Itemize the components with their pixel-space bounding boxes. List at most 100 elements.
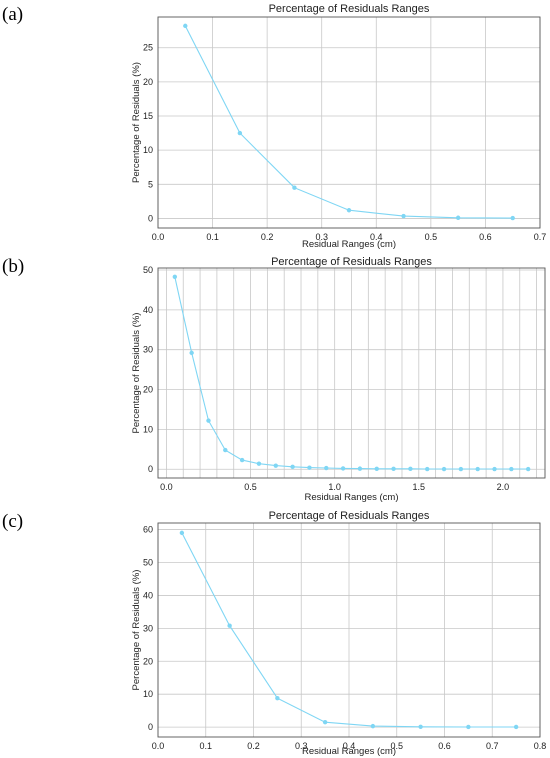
data-point bbox=[466, 724, 471, 730]
chart-b: 0.0 0.5 1.0 1.5 2.0 0 10 20 30 40 50 Percentage of … bbox=[131, 256, 546, 503]
data-point bbox=[357, 466, 363, 471]
x-tick-label: 0.7 bbox=[486, 741, 499, 751]
data-point bbox=[455, 215, 461, 220]
data-point bbox=[475, 466, 480, 472]
x-axis-label: Residual Ranges (cm) bbox=[305, 492, 399, 503]
y-axis-label: Percentage of Residuals (%) bbox=[131, 62, 142, 183]
data-point bbox=[509, 466, 514, 472]
y-tick-label: 15 bbox=[143, 111, 153, 121]
data-point bbox=[239, 457, 245, 463]
data-point bbox=[324, 465, 329, 471]
x-tick-label: 1.5 bbox=[413, 482, 426, 492]
x-tick-label: 0.4 bbox=[343, 741, 356, 751]
x-tick-label: 0.8 bbox=[534, 741, 547, 751]
y-tick-label: 20 bbox=[143, 656, 153, 666]
x-tick-label: 2.0 bbox=[497, 482, 510, 492]
plot-frame bbox=[157, 16, 541, 229]
data-point bbox=[183, 23, 188, 29]
data-point bbox=[458, 466, 464, 472]
data-point bbox=[510, 215, 515, 221]
data-point bbox=[401, 213, 406, 219]
x-tick-label: 0.3 bbox=[315, 232, 328, 242]
data-point bbox=[307, 465, 312, 470]
y-tick-label: 5 bbox=[148, 179, 153, 189]
data-point bbox=[290, 464, 295, 470]
x-tick-label: 0.0 bbox=[160, 482, 173, 492]
x-tick-label: 0.1 bbox=[199, 741, 212, 751]
y-tick-label: 40 bbox=[143, 305, 153, 315]
data-point bbox=[172, 274, 178, 279]
series-line bbox=[174, 276, 529, 470]
x-tick-label: 0.6 bbox=[438, 741, 451, 751]
x-tick-label: 0.7 bbox=[534, 232, 547, 242]
x-tick-label: 1.0 bbox=[328, 482, 341, 492]
data-point bbox=[256, 461, 262, 466]
data-point bbox=[340, 466, 346, 471]
x-tick-label: 0.2 bbox=[261, 232, 274, 242]
x-tick-label: 0.5 bbox=[244, 482, 257, 492]
y-tick-label: 30 bbox=[143, 345, 153, 355]
series-line bbox=[181, 532, 517, 728]
plot-frame bbox=[157, 267, 546, 479]
y-tick-label: 50 bbox=[143, 265, 153, 275]
data-point bbox=[425, 466, 430, 472]
panel-label: (b) bbox=[2, 256, 25, 277]
data-point bbox=[223, 447, 228, 453]
x-axis-label: Residual Ranges (cm) bbox=[302, 239, 396, 250]
panel-label: (c) bbox=[2, 511, 24, 532]
y-axis-label: Percentage of Residuals (%) bbox=[131, 313, 142, 434]
data-point bbox=[441, 466, 447, 472]
y-tick-label: 20 bbox=[143, 77, 153, 87]
y-tick-label: 0 bbox=[148, 464, 153, 474]
x-tick-label: 0.5 bbox=[425, 232, 438, 242]
y-tick-label: 25 bbox=[143, 43, 153, 53]
y-tick-label: 30 bbox=[143, 623, 153, 633]
y-tick-label: 0 bbox=[148, 722, 153, 732]
chart-title: Percentage of Residuals Ranges bbox=[271, 256, 432, 268]
data-point bbox=[525, 466, 531, 472]
panel-b: (b) 0.0 0.5 1.0 1.5 2.0 0 10 20 30 40 50 Percentage… bbox=[0, 250, 550, 505]
x-tick-label: 0.3 bbox=[295, 741, 308, 751]
plot-frame bbox=[157, 522, 541, 738]
data-point bbox=[374, 466, 379, 472]
data-point bbox=[391, 466, 396, 472]
chart-c: 0.0 0.1 0.2 0.3 0.4 0.5 0.6 0.7 0.8 0 10 20 30 40 50 60… bbox=[131, 510, 547, 757]
x-axis-label: Residual Ranges (cm) bbox=[302, 746, 396, 757]
data-point bbox=[189, 350, 194, 356]
data-point bbox=[206, 418, 211, 423]
y-tick-label: 20 bbox=[143, 385, 153, 395]
data-point bbox=[322, 719, 328, 725]
panel-a: (a) 0.0 0.1 0.2 0.3 0.4 0.5 0.6 0.7 0 5 10 15 20 25 Pe… bbox=[0, 0, 550, 250]
data-point bbox=[273, 463, 278, 468]
panel-c: (c) 0.0 0.1 0.2 0.3 0.4 0.5 0.6 0.7 0.8 0 10 20 30 40… bbox=[0, 505, 550, 758]
x-tick-label: 0.0 bbox=[152, 232, 165, 242]
y-axis-label: Percentage of Residuals (%) bbox=[131, 570, 142, 691]
y-tick-label: 60 bbox=[143, 525, 153, 535]
chart-title: Percentage of Residuals Ranges bbox=[269, 510, 430, 522]
data-point bbox=[418, 724, 423, 729]
data-point bbox=[346, 208, 352, 213]
data-point bbox=[237, 130, 243, 136]
y-tick-label: 10 bbox=[143, 145, 153, 155]
data-point bbox=[492, 466, 497, 472]
x-tick-label: 0.1 bbox=[206, 232, 219, 242]
panel-label: (a) bbox=[2, 4, 24, 25]
data-point bbox=[370, 723, 376, 729]
data-point bbox=[408, 466, 413, 472]
data-point bbox=[292, 185, 297, 190]
x-tick-label: 0.2 bbox=[247, 741, 260, 751]
data-point bbox=[275, 695, 280, 701]
y-tick-label: 50 bbox=[143, 558, 153, 568]
data-point bbox=[179, 530, 185, 536]
y-tick-label: 0 bbox=[148, 213, 153, 223]
plot-area bbox=[158, 17, 540, 228]
x-tick-label: 0.4 bbox=[370, 232, 383, 242]
chart-a: 0.0 0.1 0.2 0.3 0.4 0.5 0.6 0.70510152025Percen… bbox=[131, 3, 547, 250]
x-tick-label: 0.6 bbox=[479, 232, 492, 242]
data-point bbox=[513, 724, 519, 730]
data-point bbox=[227, 623, 232, 628]
x-tick-label: 0.5 bbox=[390, 741, 403, 751]
y-tick-label: 10 bbox=[143, 424, 153, 434]
chart-title: Percentage of Residuals Ranges bbox=[269, 3, 430, 15]
y-tick-label: 10 bbox=[143, 689, 153, 699]
